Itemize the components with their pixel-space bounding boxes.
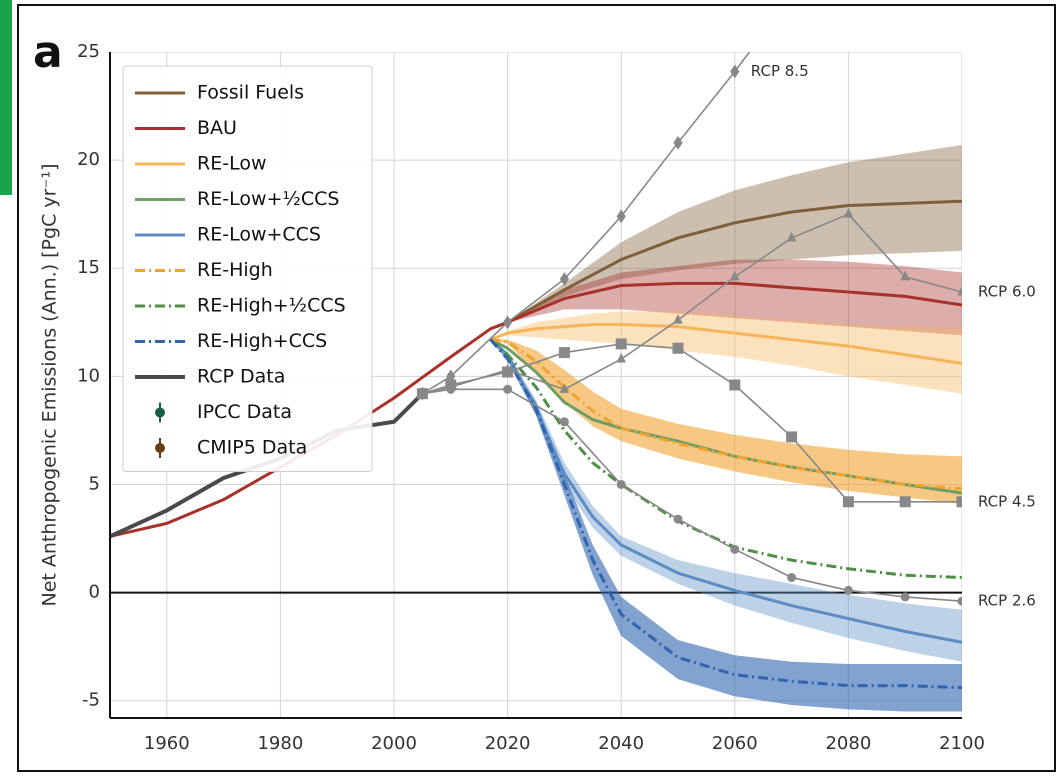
marker bbox=[616, 209, 626, 224]
marker bbox=[786, 431, 798, 443]
y-tick-label: 5 bbox=[89, 473, 100, 494]
marker bbox=[786, 231, 797, 242]
legend-label: CMIP5 Data bbox=[197, 437, 307, 459]
legend-label: RE-Low+½CCS bbox=[197, 188, 339, 210]
series-line bbox=[490, 199, 962, 331]
y-tick-label: 0 bbox=[89, 582, 100, 603]
legend-box bbox=[122, 65, 373, 472]
y-tick-label: 15 bbox=[77, 257, 100, 278]
y-tick-label: -5 bbox=[82, 690, 100, 711]
series-label: RCP 2.6 bbox=[978, 592, 1036, 610]
marker bbox=[559, 383, 570, 393]
uncertainty-band bbox=[490, 339, 962, 712]
marker bbox=[559, 272, 570, 286]
legend-swatch bbox=[155, 443, 165, 453]
marker bbox=[842, 496, 854, 508]
uncertainty-band bbox=[490, 311, 962, 394]
x-tick-label: 2060 bbox=[712, 733, 758, 754]
marker bbox=[899, 496, 911, 508]
x-tick-label: 2100 bbox=[939, 733, 985, 754]
marker bbox=[673, 135, 683, 150]
legend-label: RE-High bbox=[197, 259, 273, 281]
marker bbox=[900, 270, 911, 281]
y-axis-label: Net Anthropogenic Emissions (Ann.) [PgC … bbox=[39, 164, 61, 607]
marker bbox=[559, 417, 569, 427]
frame bbox=[17, 4, 1056, 772]
x-tick-label: 2000 bbox=[371, 733, 417, 754]
y-tick-label: 20 bbox=[77, 149, 100, 170]
marker bbox=[956, 496, 962, 508]
marker bbox=[616, 479, 626, 489]
uncertainty-band bbox=[490, 339, 962, 504]
series-line bbox=[421, 52, 751, 395]
marker bbox=[502, 315, 513, 330]
marker bbox=[503, 384, 513, 394]
marker bbox=[558, 347, 570, 359]
legend-label: BAU bbox=[197, 117, 237, 139]
x-tick-label: 1980 bbox=[257, 733, 303, 754]
marker bbox=[843, 208, 854, 218]
uncertainty-band bbox=[490, 259, 962, 336]
series-line bbox=[490, 338, 962, 491]
x-tick-label: 2040 bbox=[598, 733, 644, 754]
marker bbox=[957, 285, 962, 296]
marker bbox=[843, 585, 853, 595]
x-tick-label: 2080 bbox=[825, 733, 871, 754]
series-label: RCP 6.0 bbox=[978, 283, 1036, 301]
y-tick-label: 10 bbox=[77, 365, 100, 386]
uncertainty-band bbox=[490, 144, 962, 329]
legend-label: RE-Low+CCS bbox=[197, 224, 321, 246]
marker bbox=[730, 64, 740, 79]
marker bbox=[502, 366, 514, 378]
legend-label: RE-Low bbox=[197, 153, 266, 175]
marker bbox=[787, 572, 797, 582]
marker bbox=[673, 314, 683, 324]
legend-label: RE-High+CCS bbox=[197, 330, 327, 352]
legend-label: Fossil Fuels bbox=[197, 82, 304, 104]
marker bbox=[730, 544, 740, 554]
legend-label: RE-High+½CCS bbox=[197, 295, 346, 317]
y-tick-label: 25 bbox=[77, 41, 100, 62]
marker bbox=[673, 514, 683, 524]
marker bbox=[729, 270, 740, 281]
legend-swatch bbox=[155, 407, 165, 418]
marker bbox=[417, 389, 427, 399]
marker bbox=[672, 342, 684, 354]
side-bar bbox=[0, 0, 12, 195]
series-label: RCP 4.5 bbox=[978, 492, 1036, 510]
legend-label: IPCC Data bbox=[197, 401, 292, 423]
marker bbox=[957, 596, 962, 606]
uncertainty-band bbox=[490, 339, 962, 662]
series-line bbox=[489, 338, 962, 690]
panel-label: a bbox=[33, 27, 63, 78]
series-label: RCP 8.5 bbox=[751, 62, 809, 80]
marker bbox=[729, 379, 741, 391]
marker bbox=[446, 384, 456, 394]
marker bbox=[616, 352, 627, 363]
series-line bbox=[489, 338, 962, 644]
x-tick-label: 1960 bbox=[144, 733, 190, 754]
marker bbox=[615, 338, 627, 350]
series-line bbox=[490, 322, 962, 365]
legend-label: RCP Data bbox=[197, 366, 285, 388]
x-tick-label: 2020 bbox=[485, 733, 531, 754]
marker bbox=[900, 592, 910, 602]
